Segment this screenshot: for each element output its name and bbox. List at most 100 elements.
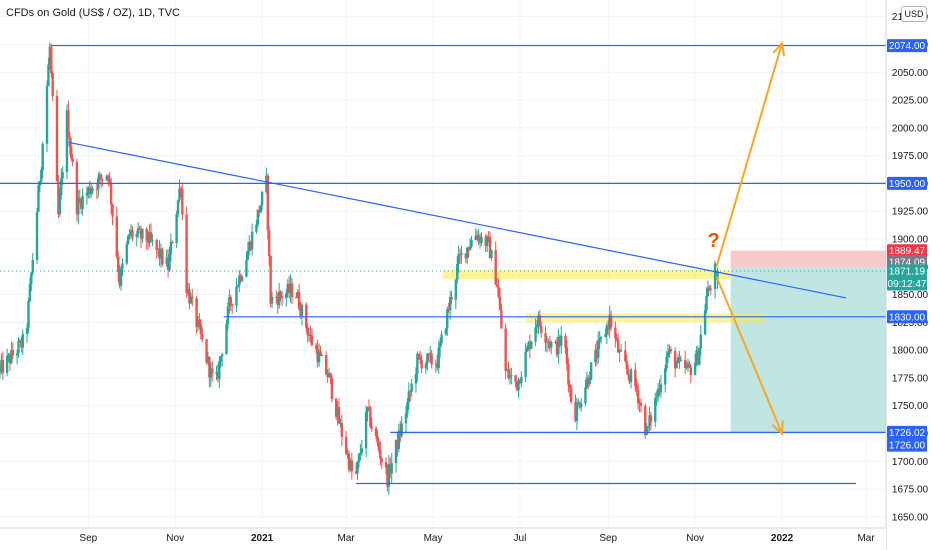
- candle-body: [565, 347, 569, 364]
- candle-body: [495, 284, 499, 287]
- candle-body: [617, 339, 620, 353]
- candle-body: [615, 337, 618, 340]
- candle-body: [386, 467, 389, 487]
- candle-body: [468, 246, 472, 250]
- candle-body: [246, 251, 250, 260]
- candle-body: [396, 439, 399, 450]
- candle-body: [594, 350, 597, 363]
- candle-body: [518, 379, 522, 384]
- candle-body: [698, 348, 701, 365]
- candle-body: [0, 360, 3, 368]
- candle-body: [577, 402, 580, 405]
- candle-body: [614, 327, 617, 338]
- candle-body: [135, 233, 138, 238]
- candle-body: [276, 297, 279, 306]
- candle-body: [508, 375, 512, 378]
- candle-body: [624, 350, 627, 362]
- x-tick-label: Mar: [338, 533, 356, 544]
- candle-body: [686, 363, 690, 366]
- candle-body: [7, 354, 10, 357]
- price-tag: 2074.00: [887, 39, 927, 53]
- candle-body: [15, 353, 19, 356]
- candle-body: [367, 406, 371, 408]
- candle-body: [249, 242, 252, 250]
- candle-body: [480, 236, 483, 243]
- candle-body: [567, 363, 570, 385]
- y-tick-label: 1675.00: [892, 485, 929, 496]
- candle-body: [98, 174, 101, 178]
- candle-body: [374, 428, 378, 437]
- candle-body: [655, 397, 658, 399]
- candle-body: [306, 327, 309, 336]
- candle-body: [676, 357, 680, 364]
- candle-body: [628, 374, 631, 383]
- y-tick-label: 1850.00: [892, 290, 929, 301]
- candle-body: [688, 363, 691, 368]
- candle-body: [370, 426, 373, 429]
- currency-unit-button[interactable]: USD: [901, 6, 927, 22]
- candle-body: [359, 452, 362, 455]
- candle-body: [703, 310, 707, 335]
- candle-body: [218, 361, 221, 379]
- candle-body: [30, 272, 33, 285]
- candle-body: [347, 453, 351, 470]
- candle-body: [604, 334, 607, 337]
- candle-body: [198, 319, 201, 325]
- candle-body: [545, 341, 549, 343]
- price-tag: 1726.00: [887, 438, 927, 452]
- candle-body: [505, 369, 509, 371]
- x-tick-label: May: [424, 533, 443, 544]
- candle-body: [665, 356, 668, 369]
- x-tick-label: Mar: [857, 533, 875, 544]
- candle-body: [597, 341, 600, 358]
- candle-body: [238, 275, 241, 286]
- candle-body: [131, 230, 134, 238]
- candle-body: [185, 214, 188, 294]
- price-tag: 1830.00: [887, 310, 927, 324]
- candle-body: [68, 136, 71, 147]
- candle-body: [379, 450, 382, 459]
- x-tick-label: Jul: [514, 533, 527, 544]
- y-tick-label: 1975.00: [892, 151, 929, 162]
- candle-body: [366, 406, 369, 413]
- price-tag-bg: [887, 39, 927, 53]
- candle-body: [377, 442, 381, 451]
- candle-body: [99, 174, 103, 180]
- y-tick-label: 1900.00: [892, 234, 929, 245]
- candle-body: [548, 341, 552, 348]
- candle-body: [149, 232, 153, 240]
- candle-body: [464, 253, 467, 259]
- candle-body: [474, 235, 477, 240]
- candle-body: [514, 375, 517, 382]
- candle-body: [695, 350, 698, 363]
- candle-body: [285, 293, 288, 299]
- candle-body: [696, 350, 700, 365]
- candle-body: [679, 359, 683, 361]
- chart-title: CFDs on Gold (US$ / OZ), 1D, TVC: [6, 7, 181, 19]
- candle-body: [129, 230, 133, 234]
- candle-body: [60, 178, 63, 195]
- candle-body: [528, 342, 532, 349]
- price-tag-label: 1874.09: [889, 257, 926, 268]
- candle-body: [668, 349, 671, 353]
- candle-body: [57, 181, 60, 215]
- projection-arrow-head: [771, 420, 784, 436]
- candle-body: [605, 325, 609, 335]
- x-tick-label: 2021: [251, 533, 274, 544]
- candle-body: [248, 242, 251, 252]
- candle-body: [414, 373, 418, 384]
- candle-body: [289, 283, 292, 293]
- candle-body: [656, 388, 660, 398]
- candle-body: [659, 384, 663, 393]
- candle-body: [158, 248, 161, 259]
- candle-body: [354, 471, 358, 474]
- candle-body: [161, 248, 164, 265]
- candle-body: [126, 235, 130, 244]
- candle-body: [666, 352, 670, 357]
- candle-body: [535, 324, 539, 328]
- candle-body: [117, 256, 120, 273]
- candle-body: [579, 403, 583, 408]
- candle-body: [20, 340, 23, 348]
- price-tag-label: 1726.00: [889, 441, 926, 452]
